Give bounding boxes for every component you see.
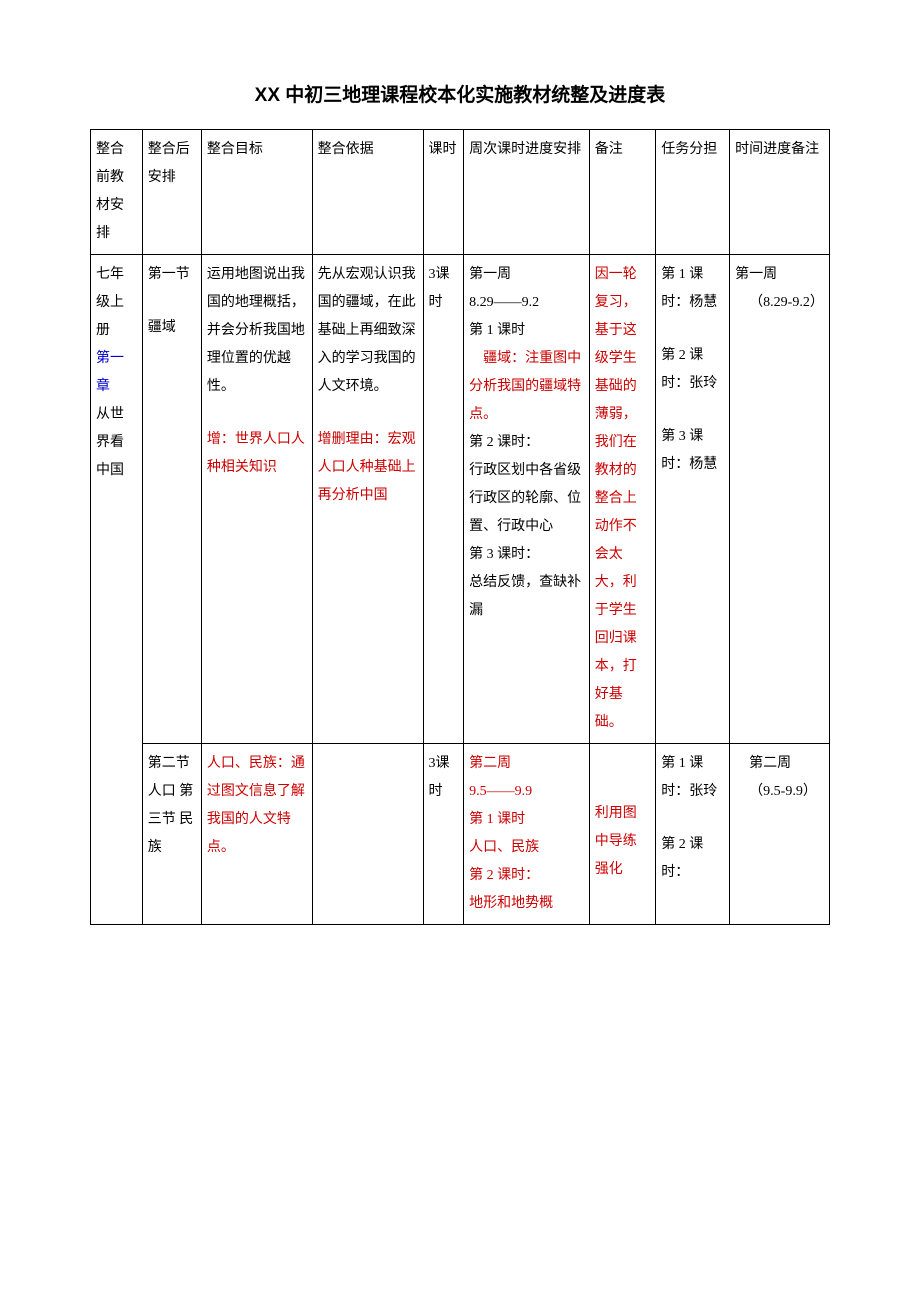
cell-assignment: 第 1 课时：杨慧 第 2 课时：张玲 第 3 课时：杨慧 — [656, 255, 730, 744]
text: 疆域 — [148, 314, 196, 342]
text: （8.29-9.2） — [735, 289, 824, 317]
spacer — [148, 289, 196, 314]
spacer — [595, 775, 651, 800]
text: 从世界看中国 — [96, 401, 137, 485]
cell-basis: 先从宏观认识我国的疆域，在此基础上再细致深入的学习我国的人文环境。 增删理由：宏… — [312, 255, 423, 744]
text: 第 3 课时： — [469, 541, 584, 569]
header-cell: 时间进度备注 — [730, 130, 830, 255]
cell-schedule: 第二周 9.5——9.9 第 1 课时 人口、民族 第 2 课时： 地形和地势概 — [464, 744, 590, 925]
cell-hours: 3课时 — [423, 744, 464, 925]
cell-note: 利用图中导练强化 — [589, 744, 656, 925]
text-note: 因一轮复习，基于这级学生基础的薄弱，我们在教材的整合上动作不会太大，利于学生回归… — [595, 261, 651, 737]
text: 8.29——9.2 — [469, 289, 584, 317]
spacer — [661, 317, 724, 342]
text: 先从宏观认识我国的疆域，在此基础上再细致深入的学习我国的人文环境。 — [318, 261, 418, 401]
text: （9.5-9.9） — [735, 778, 824, 806]
text: 第 1 课时 — [469, 806, 584, 834]
cell-textbook: 七年级上册 第一章 从世界看中国 — [91, 255, 143, 925]
cell-section: 第一节 疆域 — [142, 255, 201, 744]
text: 人口、民族 — [469, 834, 584, 862]
header-cell: 备注 — [589, 130, 656, 255]
text: 运用地图说出我国的地理概括，并会分析我国地理位置的优越性。 — [207, 261, 307, 401]
text: 第二周 — [735, 750, 824, 778]
schedule-table: 整合前教材安排 整合后安排 整合目标 整合依据 课时 周次课时进度安排 备注 任… — [90, 129, 830, 925]
header-cell: 任务分担 — [656, 130, 730, 255]
cell-objective: 人口、民族：通过图文信息了解我国的人文特点。 — [201, 744, 312, 925]
header-cell: 整合前教材安排 — [91, 130, 143, 255]
table-row: 第二节 人口 第三节 民族 人口、民族：通过图文信息了解我国的人文特点。 3课时… — [91, 744, 830, 925]
text: 七年级上册 — [96, 261, 137, 345]
header-row: 整合前教材安排 整合后安排 整合目标 整合依据 课时 周次课时进度安排 备注 任… — [91, 130, 830, 255]
header-cell: 周次课时进度安排 — [464, 130, 590, 255]
text: 第 1 课时：张玲 — [661, 750, 724, 806]
cell-hours: 3课时 — [423, 255, 464, 744]
text: 第一周 — [735, 261, 824, 289]
text: 第 2 课时：张玲 — [661, 342, 724, 398]
cell-time: 第二周 （9.5-9.9） — [730, 744, 830, 925]
spacer — [207, 401, 307, 426]
text-detail: 疆域：注重图中分析我国的疆域特点。 — [469, 345, 584, 429]
text: 第 3 课时：杨慧 — [661, 423, 724, 479]
text: 第一周 — [469, 261, 584, 289]
text: 行政区划中各省级行政区的轮廓、位置、行政中心 — [469, 457, 584, 541]
text: 第二周 — [469, 750, 584, 778]
cell-objective: 运用地图说出我国的地理概括，并会分析我国地理位置的优越性。 增：世界人口人种相关… — [201, 255, 312, 744]
header-cell: 整合目标 — [201, 130, 312, 255]
text: 第 2 课时： — [469, 862, 584, 890]
spacer — [661, 398, 724, 423]
cell-note: 因一轮复习，基于这级学生基础的薄弱，我们在教材的整合上动作不会太大，利于学生回归… — [589, 255, 656, 744]
header-cell: 整合后安排 — [142, 130, 201, 255]
text: 第 2 课时： — [469, 429, 584, 457]
text: 第一节 — [148, 261, 196, 289]
header-cell: 整合依据 — [312, 130, 423, 255]
text-addition: 增：世界人口人种相关知识 — [207, 426, 307, 482]
text-chapter: 第一章 — [96, 345, 137, 401]
text: 总结反馈，查缺补漏 — [469, 569, 584, 625]
header-cell: 课时 — [423, 130, 464, 255]
cell-basis — [312, 744, 423, 925]
text: 第 1 课时 — [469, 317, 584, 345]
text: 9.5——9.9 — [469, 778, 584, 806]
text: 地形和地势概 — [469, 890, 584, 918]
cell-section: 第二节 人口 第三节 民族 — [142, 744, 201, 925]
cell-schedule: 第一周 8.29——9.2 第 1 课时 疆域：注重图中分析我国的疆域特点。 第… — [464, 255, 590, 744]
page-title: XX 中初三地理课程校本化实施教材统整及进度表 — [90, 80, 830, 107]
text: 第 2 课时： — [661, 831, 724, 887]
spacer — [595, 750, 651, 775]
table-row: 七年级上册 第一章 从世界看中国 第一节 疆域 运用地图说出我国的地理概括，并会… — [91, 255, 830, 744]
cell-assignment: 第 1 课时：张玲 第 2 课时： — [656, 744, 730, 925]
text-reason: 增删理由：宏观人口人种基础上再分析中国 — [318, 426, 418, 510]
spacer — [318, 401, 418, 426]
text: 第 1 课时：杨慧 — [661, 261, 724, 317]
text: 人口、民族：通过图文信息了解我国的人文特点。 — [207, 750, 307, 862]
cell-time: 第一周 （8.29-9.2） — [730, 255, 830, 744]
spacer — [661, 806, 724, 831]
text-note: 利用图中导练强化 — [595, 800, 651, 884]
